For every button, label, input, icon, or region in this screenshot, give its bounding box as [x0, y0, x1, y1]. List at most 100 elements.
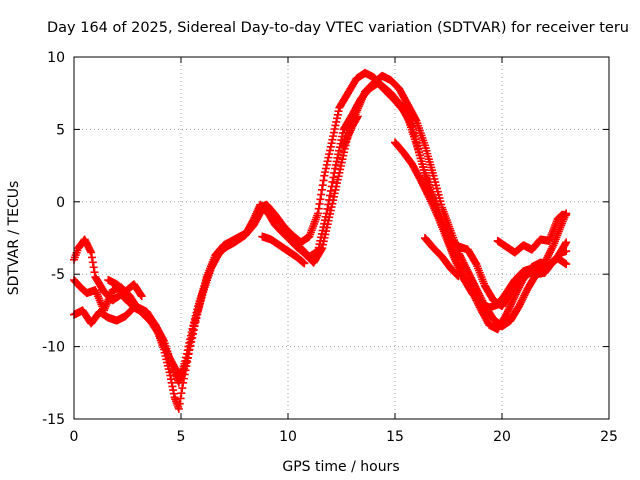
data-point — [473, 286, 482, 295]
chart-title: Day 164 of 2025, Sidereal Day-to-day VTE… — [47, 20, 629, 36]
data-point — [543, 253, 552, 262]
data-point — [515, 300, 524, 309]
data-point — [174, 404, 183, 413]
data-point — [562, 238, 571, 247]
data-point — [520, 291, 529, 300]
data-point — [317, 185, 326, 194]
data-point — [313, 209, 322, 218]
data-point — [545, 249, 554, 258]
data-point — [183, 354, 192, 363]
data-point — [517, 296, 526, 305]
x-tick-label: 5 — [177, 429, 186, 445]
data-point — [512, 288, 521, 297]
data-point — [315, 199, 324, 208]
data-point — [87, 248, 96, 257]
data-point — [319, 176, 328, 185]
data-point — [515, 283, 524, 292]
data-point — [325, 146, 334, 155]
data-point — [325, 150, 334, 159]
data-point — [519, 293, 528, 302]
data-point — [316, 195, 325, 204]
data-point — [459, 258, 468, 267]
series-track-b — [70, 79, 571, 387]
data-point — [353, 113, 362, 122]
data-point — [176, 394, 185, 403]
data-point — [318, 181, 327, 190]
data-point — [178, 384, 187, 393]
data-point — [516, 298, 525, 307]
data-point — [546, 246, 555, 255]
data-point — [187, 334, 196, 343]
data-point — [517, 278, 526, 287]
data-point — [137, 292, 146, 301]
data-point — [515, 281, 524, 290]
data-point — [90, 268, 99, 277]
y-tick-label: -5 — [51, 267, 65, 283]
x-tick-label: 20 — [493, 429, 511, 445]
series-track-e — [104, 210, 571, 301]
data-point — [320, 171, 329, 180]
data-point — [544, 251, 553, 260]
data-point — [545, 248, 554, 257]
data-point — [188, 330, 197, 339]
data-point — [511, 290, 520, 299]
data-point — [321, 164, 330, 173]
y-tick-label: 0 — [56, 195, 65, 211]
data-point — [300, 259, 309, 268]
data-point — [516, 279, 525, 288]
data-point — [521, 288, 530, 297]
data-point — [562, 210, 571, 219]
data-point — [325, 191, 334, 200]
data-point — [510, 291, 519, 300]
y-axis-label: SDTVAR / TECUs — [6, 181, 22, 296]
data-point — [87, 253, 96, 262]
data-point — [329, 173, 338, 182]
data-point — [321, 168, 330, 177]
data-point — [548, 242, 557, 251]
x-tick-label: 10 — [279, 429, 297, 445]
data-point — [184, 350, 193, 359]
data-point — [562, 260, 571, 269]
data-point — [456, 253, 465, 262]
x-tick-label: 25 — [600, 429, 618, 445]
y-tick-label: -10 — [42, 340, 65, 356]
data-point — [317, 190, 326, 199]
data-point — [454, 272, 463, 281]
data-point — [322, 160, 331, 169]
y-tick-label: 10 — [47, 50, 65, 66]
data-point — [456, 251, 465, 260]
data-point — [353, 112, 362, 121]
data-point — [460, 260, 469, 269]
data-point — [86, 246, 95, 255]
data-point — [185, 346, 194, 355]
series-track-d — [258, 112, 571, 312]
data-point — [453, 271, 462, 280]
data-point — [458, 256, 467, 265]
data-point — [89, 263, 98, 272]
data-point — [561, 239, 570, 248]
data-point — [324, 153, 333, 162]
data-point — [177, 389, 186, 398]
data-point — [515, 302, 524, 311]
data-point — [323, 157, 332, 166]
data-point — [547, 244, 556, 253]
plot-frame — [73, 56, 610, 420]
data-point — [88, 258, 97, 267]
x-axis-label: GPS time / hours — [282, 459, 399, 475]
data-point — [518, 295, 527, 304]
data-point — [513, 286, 522, 295]
x-tick-label: 15 — [386, 429, 404, 445]
data-point — [514, 284, 523, 293]
data-point — [521, 289, 530, 298]
y-tick-label: 5 — [56, 122, 65, 138]
data-point — [328, 177, 337, 186]
data-point — [175, 399, 184, 408]
data-point — [562, 247, 571, 256]
data-point — [457, 255, 466, 264]
data-point — [186, 338, 195, 347]
x-tick-label: 0 — [70, 429, 79, 445]
data-point — [189, 326, 198, 335]
data-points — [70, 68, 571, 413]
data-point — [461, 262, 470, 271]
